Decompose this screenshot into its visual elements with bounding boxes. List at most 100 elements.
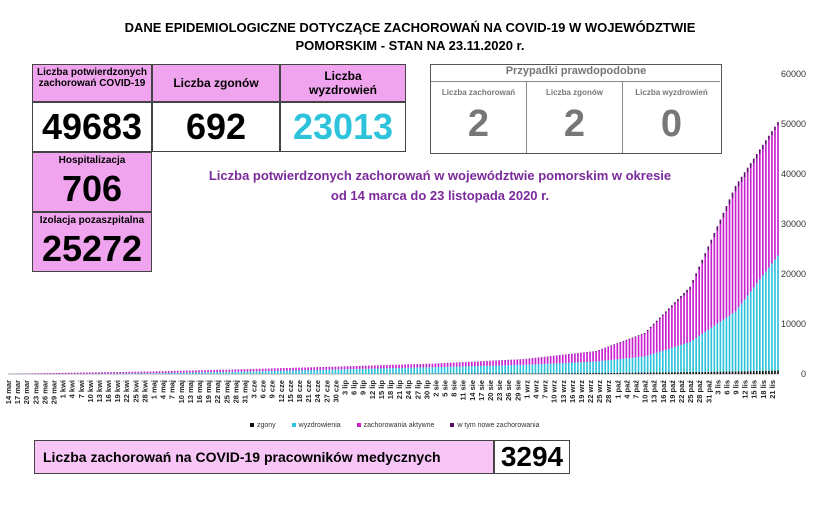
x-tick-label: 15 cze <box>286 380 295 403</box>
bar-deaths <box>537 373 540 374</box>
bar-recovered <box>592 361 594 374</box>
bar-active <box>316 367 319 370</box>
bar-active <box>358 365 361 369</box>
bar-deaths <box>661 372 664 374</box>
bar-new <box>713 232 716 238</box>
bar-deaths <box>731 371 734 374</box>
bar-recovered <box>307 370 309 374</box>
bar-deaths <box>674 372 676 374</box>
bar-recovered <box>501 365 503 374</box>
bar-new <box>737 181 740 187</box>
bar-new <box>646 329 649 332</box>
bar-deaths <box>625 372 628 374</box>
bar-recovered <box>343 369 346 374</box>
bar-new <box>665 311 667 314</box>
bar-active <box>167 371 170 373</box>
bar-active <box>364 365 367 369</box>
bar-recovered <box>634 357 637 373</box>
bar-active <box>276 368 279 371</box>
bar-deaths <box>686 372 688 374</box>
bar-new <box>734 185 737 192</box>
bar-deaths <box>704 371 707 374</box>
bar-new <box>607 346 610 348</box>
x-tick-label: 7 wrz <box>541 380 550 399</box>
bar-active <box>261 368 264 372</box>
bar-active <box>734 191 737 312</box>
x-tick-label: 25 paź <box>686 380 695 403</box>
bar-recovered <box>358 368 361 374</box>
bar-recovered <box>704 331 707 372</box>
bar-active <box>725 211 728 318</box>
bar-deaths <box>710 371 713 374</box>
bar-recovered <box>243 371 246 374</box>
bar-recovered <box>446 366 449 374</box>
bar-active <box>270 368 273 371</box>
x-tick-label: 12 cze <box>277 380 286 403</box>
bar-active <box>564 354 567 363</box>
bar-active <box>110 372 112 374</box>
bar-recovered <box>504 365 506 374</box>
bar-recovered <box>210 372 212 374</box>
bar-active <box>695 276 697 338</box>
bar-active <box>704 256 707 332</box>
bar-new <box>722 212 725 218</box>
bar-active <box>267 368 270 371</box>
bar-recovered <box>204 372 206 374</box>
x-tick-label: 26 sie <box>504 380 513 401</box>
bar-deaths <box>519 373 522 374</box>
bar-recovered <box>586 361 588 374</box>
bar-active <box>198 370 200 373</box>
bar-active <box>540 357 543 365</box>
bar-recovered <box>167 372 170 374</box>
bar-new <box>628 338 631 340</box>
bar-active <box>228 369 231 372</box>
bar-recovered <box>643 356 646 373</box>
bar-active <box>49 373 52 374</box>
bar-deaths <box>592 373 594 374</box>
bar-active <box>561 355 564 364</box>
bar-deaths <box>528 373 531 374</box>
bar-recovered <box>319 369 322 374</box>
bar-recovered <box>564 362 567 374</box>
bar-deaths <box>531 373 534 374</box>
x-tick-label: 16 maj <box>195 380 204 403</box>
bar-active <box>628 339 631 359</box>
bar-recovered <box>419 367 422 374</box>
bar-active <box>137 371 140 374</box>
bar-active <box>55 373 58 374</box>
bar-active <box>537 357 540 365</box>
bar-recovered <box>328 369 331 374</box>
bar-active <box>383 365 385 369</box>
bar-recovered <box>207 372 209 374</box>
bar-deaths <box>683 372 685 374</box>
bar-deaths <box>677 372 679 374</box>
bar-active <box>331 366 334 370</box>
bar-active <box>280 368 282 371</box>
bar-deaths <box>725 371 728 374</box>
bar-recovered <box>477 366 479 374</box>
bar-recovered <box>346 369 349 374</box>
chart-legend: zgony wyzdrowienia zachorowania aktywne … <box>250 422 554 429</box>
bar-recovered <box>258 371 261 374</box>
bar-recovered <box>513 365 516 374</box>
bar-recovered <box>661 350 664 373</box>
bar-active <box>643 334 646 357</box>
bar-deaths <box>746 371 749 374</box>
x-tick-label: 25 wrz <box>595 380 604 403</box>
bar-active <box>474 361 476 367</box>
bar-active <box>574 353 576 363</box>
bar-recovered <box>255 371 258 374</box>
isolation-box: Izolacja pozaszpitalna 25272 <box>32 212 152 272</box>
x-tick-label: 30 lip <box>422 380 431 400</box>
x-tick-label: 9 lip <box>359 380 368 395</box>
x-tick-label: 10 wrz <box>550 380 559 403</box>
bar-new <box>692 280 694 283</box>
bar-deaths <box>707 371 710 374</box>
bar-deaths <box>574 373 576 374</box>
bar-recovered <box>710 327 713 372</box>
x-tick-label: 22 kwi <box>122 380 131 403</box>
bar-recovered <box>674 346 676 373</box>
bar-active <box>631 338 634 358</box>
bar-active <box>658 319 661 352</box>
legend-swatch-deaths <box>250 423 254 428</box>
